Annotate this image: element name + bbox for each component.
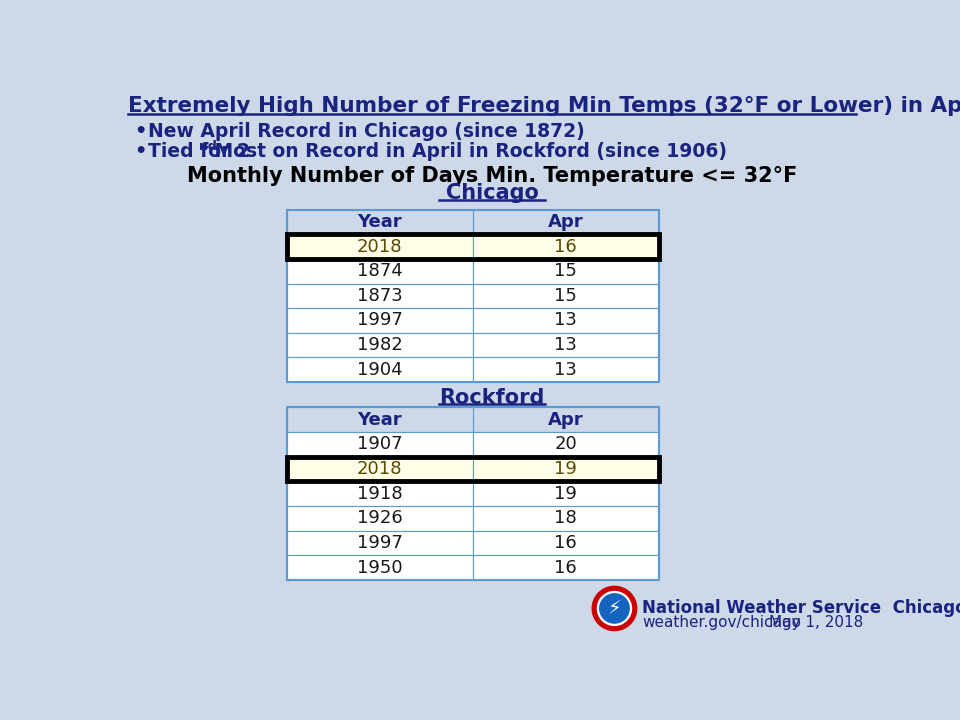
Circle shape <box>592 587 636 630</box>
Text: 1904: 1904 <box>357 361 402 379</box>
Text: •: • <box>134 142 146 161</box>
Text: 18: 18 <box>554 509 577 527</box>
Text: Tied for 2: Tied for 2 <box>148 142 250 161</box>
Text: 13: 13 <box>554 336 577 354</box>
Bar <box>287 432 472 456</box>
Text: 19: 19 <box>554 485 577 503</box>
Bar <box>472 408 659 432</box>
Bar <box>472 482 659 506</box>
Text: Rockford: Rockford <box>440 388 544 408</box>
Text: 16: 16 <box>554 238 577 256</box>
Text: ⚡: ⚡ <box>608 599 621 618</box>
Bar <box>472 210 659 234</box>
Bar <box>287 308 472 333</box>
Bar <box>287 333 472 357</box>
Bar <box>472 432 659 456</box>
Text: Apr: Apr <box>548 213 584 231</box>
Text: 1907: 1907 <box>357 436 402 454</box>
Bar <box>287 506 472 531</box>
Bar <box>472 284 659 308</box>
Text: Year: Year <box>357 411 402 429</box>
Text: 16: 16 <box>554 559 577 577</box>
Text: weather.gov/chicago: weather.gov/chicago <box>642 615 802 629</box>
Text: 13: 13 <box>554 312 577 330</box>
Text: 1982: 1982 <box>357 336 402 354</box>
Circle shape <box>600 594 629 623</box>
Text: 1918: 1918 <box>357 485 402 503</box>
Text: Most on Record in April in Rockford (since 1906): Most on Record in April in Rockford (sin… <box>208 142 728 161</box>
Bar <box>287 482 472 506</box>
Bar <box>287 408 659 580</box>
Text: 19: 19 <box>554 460 577 478</box>
Text: 1950: 1950 <box>357 559 402 577</box>
Text: 1926: 1926 <box>357 509 402 527</box>
Bar <box>472 456 659 482</box>
Text: Year: Year <box>357 213 402 231</box>
Text: 1997: 1997 <box>357 312 402 330</box>
Text: •: • <box>134 122 146 141</box>
Bar <box>287 210 659 382</box>
Bar <box>472 333 659 357</box>
Text: 2018: 2018 <box>357 238 402 256</box>
Bar <box>287 210 472 234</box>
Bar <box>472 357 659 382</box>
Text: 15: 15 <box>554 287 577 305</box>
Bar <box>287 234 659 259</box>
Bar <box>287 555 472 580</box>
Bar <box>287 357 472 382</box>
Bar <box>287 531 472 555</box>
Text: New April Record in Chicago (since 1872): New April Record in Chicago (since 1872) <box>148 122 585 141</box>
Bar <box>472 259 659 284</box>
Text: 16: 16 <box>554 534 577 552</box>
Text: nd: nd <box>199 140 217 153</box>
Text: 15: 15 <box>554 262 577 280</box>
Text: Monthly Number of Days Min. Temperature <= 32°F: Monthly Number of Days Min. Temperature … <box>187 166 797 186</box>
Text: Apr: Apr <box>548 411 584 429</box>
Bar <box>287 456 659 482</box>
Bar <box>472 234 659 259</box>
Text: Chicago: Chicago <box>445 184 539 204</box>
Bar <box>287 259 472 284</box>
Text: National Weather Service  Chicago: National Weather Service Chicago <box>642 599 960 617</box>
Text: 1997: 1997 <box>357 534 402 552</box>
Bar <box>472 555 659 580</box>
Text: 20: 20 <box>554 436 577 454</box>
Circle shape <box>597 592 632 626</box>
Bar <box>287 234 472 259</box>
Bar <box>287 284 472 308</box>
Bar <box>472 506 659 531</box>
Bar <box>472 308 659 333</box>
Bar <box>287 408 472 432</box>
Bar <box>287 456 472 482</box>
Text: 1874: 1874 <box>357 262 402 280</box>
Text: 1873: 1873 <box>357 287 402 305</box>
Text: May 1, 2018: May 1, 2018 <box>770 615 864 629</box>
Text: Extremely High Number of Freezing Min Temps (32°F or Lower) in April 2018: Extremely High Number of Freezing Min Te… <box>128 96 960 116</box>
Text: 2018: 2018 <box>357 460 402 478</box>
Bar <box>472 531 659 555</box>
Text: 13: 13 <box>554 361 577 379</box>
